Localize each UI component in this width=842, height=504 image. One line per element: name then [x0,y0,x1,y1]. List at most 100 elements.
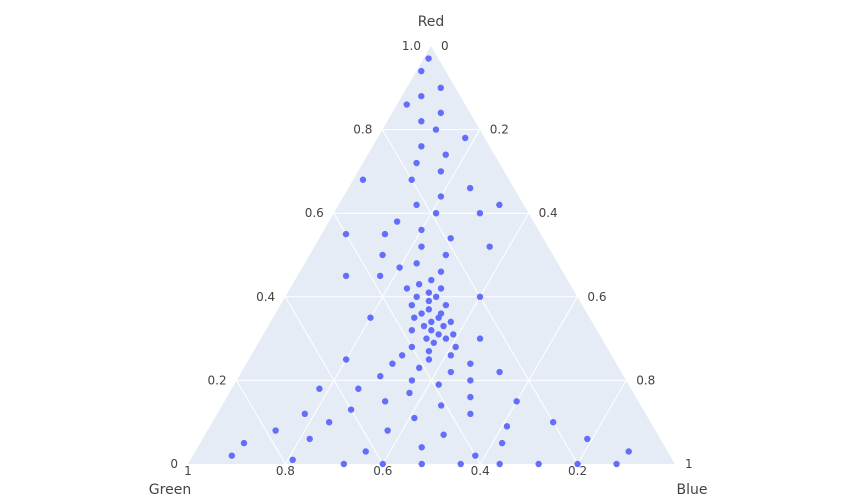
data-point [440,322,447,330]
data-point [432,210,440,217]
data-point [432,293,440,300]
data-point [513,398,520,405]
data-point [340,460,348,468]
data-point [306,435,313,443]
data-point [342,230,350,238]
tick-label-green: 1 [184,464,192,478]
data-point [413,159,420,167]
data-point [442,335,450,342]
plot-background [188,46,675,464]
data-point [228,452,236,459]
data-point [496,368,503,376]
data-point [467,377,474,384]
data-point [376,272,384,280]
data-point [381,398,389,405]
data-point [289,456,296,464]
data-point [342,272,350,280]
data-point [420,322,428,330]
data-point [442,251,450,259]
tick-label-red: 0 [170,457,178,471]
tick-label-red: 0.8 [353,123,372,137]
data-point [425,289,433,296]
tick-label-green: 0.6 [373,464,392,478]
axis-title-red: Red [418,14,445,30]
data-point [447,368,455,376]
tick-label-blue: 0.6 [587,290,606,304]
data-point [476,210,484,217]
data-point [467,410,474,418]
data-point [359,176,367,183]
data-point [428,327,435,334]
data-point [447,352,455,359]
gridline-green [284,296,384,465]
data-point [430,339,437,346]
data-point [240,439,248,447]
data-point [467,360,474,367]
data-point [418,460,425,468]
data-point [437,402,445,409]
data-point [447,318,455,326]
data-point [396,264,403,271]
data-point [550,419,557,426]
data-point [403,101,410,108]
tick-label-red: 0.2 [208,373,227,387]
gridline-green [236,380,286,465]
data-point [472,452,479,459]
data-point [408,343,416,351]
data-point [342,356,350,363]
data-point [408,301,416,309]
tick-label-blue: 0.8 [636,373,655,387]
data-point [435,331,442,338]
tick-label-green: 0.2 [568,464,587,478]
data-point [418,226,425,234]
data-point [418,118,425,125]
data-point [413,260,420,267]
data-point [418,67,425,75]
data-point [362,448,369,455]
data-point [584,435,591,443]
data-point [442,301,450,309]
data-point [425,306,433,313]
data-point [411,414,418,422]
data-point [415,281,423,288]
tick-label-blue: 1 [685,457,693,471]
data-point [413,293,420,300]
data-point [381,230,389,238]
data-point [425,356,433,363]
data-point [437,193,445,200]
data-point [272,427,279,434]
data-point [384,427,391,434]
data-point [301,410,309,418]
data-point [457,460,464,468]
data-point [440,431,447,438]
tick-label-red: 0.6 [305,206,324,220]
axis-title-blue: Blue [677,482,708,498]
gridline-blue [577,380,627,465]
data-point [347,406,355,413]
data-point [466,184,474,192]
data-point [398,352,406,359]
data-point [574,460,581,468]
data-point [408,377,416,384]
data-point [452,343,459,351]
data-point [435,381,442,388]
data-point [486,243,493,250]
data-point [432,126,440,133]
data-point [503,423,511,430]
data-point [403,285,411,292]
gridline-blue [382,212,530,465]
axis-title-green: Green [149,482,191,498]
gridline-green [333,212,481,465]
data-point [355,385,362,392]
data-point [476,293,484,300]
data-point [467,393,474,401]
data-point [425,55,432,62]
data-point [462,134,469,142]
data-point [428,276,435,284]
tick-label-red: 0.4 [256,290,275,304]
tick-label-blue: 0.4 [539,206,558,220]
data-point [613,460,620,468]
data-point [418,243,425,250]
data-point [408,176,415,183]
data-point [418,143,425,150]
